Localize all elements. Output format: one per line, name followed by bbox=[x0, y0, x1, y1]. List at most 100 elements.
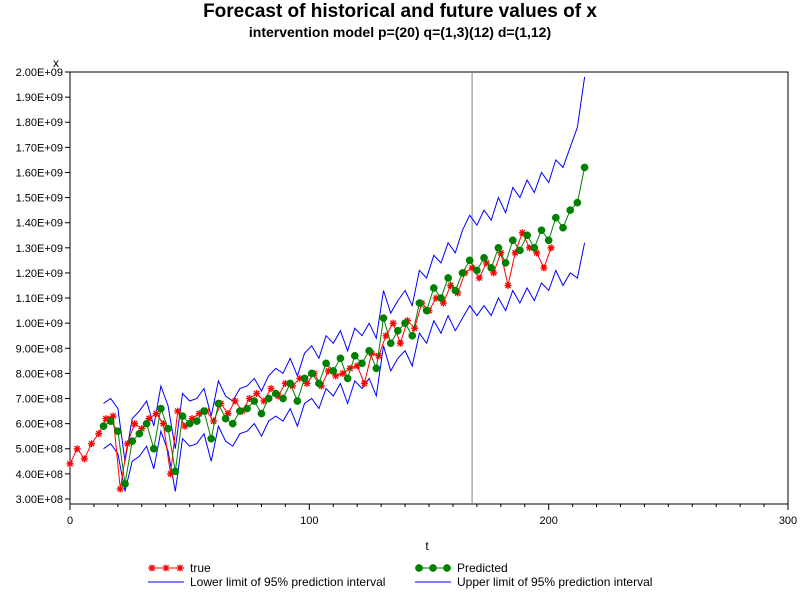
data-point-predicted bbox=[106, 417, 115, 425]
data-point-true bbox=[281, 379, 289, 387]
legend-marker bbox=[429, 564, 437, 572]
legend-label: Lower limit of 95% prediction interval bbox=[190, 575, 385, 589]
data-point-true bbox=[123, 440, 131, 448]
data-point-true bbox=[181, 422, 189, 430]
data-point-true bbox=[109, 412, 117, 420]
data-point-true bbox=[188, 415, 196, 423]
data-point-true bbox=[260, 397, 268, 405]
data-point-true bbox=[138, 425, 146, 433]
y-tick-label: 1.50E+09 bbox=[16, 193, 63, 205]
data-point-predicted bbox=[429, 284, 438, 292]
y-tick-label: 6.00E+08 bbox=[16, 419, 63, 431]
data-point-true bbox=[224, 410, 232, 418]
data-point-predicted bbox=[523, 231, 531, 240]
data-point-predicted bbox=[221, 414, 230, 423]
data-point-true bbox=[468, 264, 476, 272]
data-point-true bbox=[116, 485, 124, 493]
data-point-true bbox=[145, 415, 153, 423]
data-point-predicted bbox=[114, 427, 122, 436]
data-point-predicted bbox=[142, 419, 151, 428]
data-point-predicted bbox=[135, 429, 144, 438]
series-line-upper-limit-of-95-prediction-interval bbox=[103, 76, 586, 462]
data-point-predicted bbox=[487, 264, 496, 272]
data-point-true bbox=[296, 374, 304, 382]
data-point-predicted bbox=[408, 331, 417, 340]
data-point-true bbox=[475, 274, 483, 282]
data-point-predicted bbox=[573, 198, 582, 207]
legend-marker bbox=[415, 564, 423, 572]
data-point-predicted bbox=[530, 243, 539, 252]
y-axis: 3.00E+08 4.00E+08 5.00E+08 6.00E+08 7.00E+08… bbox=[16, 67, 70, 506]
legend-marker bbox=[176, 564, 184, 572]
data-point-true bbox=[195, 410, 203, 418]
data-point-predicted bbox=[192, 417, 201, 425]
data-point-predicted bbox=[343, 374, 352, 383]
data-point-true bbox=[66, 460, 74, 468]
data-point-predicted bbox=[437, 294, 445, 302]
data-point-true bbox=[382, 332, 390, 340]
data-point-true bbox=[511, 249, 519, 257]
data-point-true bbox=[324, 367, 332, 375]
data-point-predicted bbox=[185, 419, 194, 428]
data-point-true bbox=[80, 455, 88, 463]
data-point-predicted bbox=[164, 424, 172, 433]
data-point-true bbox=[518, 229, 526, 237]
y-tick-label: 1.70E+09 bbox=[16, 142, 63, 154]
y-tick-label: 3.00E+08 bbox=[16, 494, 63, 506]
data-point-true bbox=[231, 397, 239, 405]
data-point-predicted bbox=[422, 306, 431, 315]
data-point-predicted bbox=[207, 434, 216, 443]
data-point-true bbox=[526, 244, 534, 252]
data-point-predicted bbox=[236, 407, 244, 415]
data-point-predicted bbox=[250, 397, 259, 405]
y-tick-label: 4.00E+08 bbox=[16, 469, 63, 481]
data-point-true bbox=[303, 379, 311, 387]
data-point-predicted bbox=[465, 256, 474, 265]
chart-title: Forecast of historical and future values… bbox=[203, 1, 597, 22]
data-point-true bbox=[131, 420, 139, 428]
data-point-predicted bbox=[501, 259, 510, 267]
data-point-true bbox=[490, 269, 498, 277]
data-point-predicted bbox=[257, 409, 266, 418]
data-point-predicted bbox=[264, 394, 273, 403]
data-point-predicted bbox=[243, 404, 251, 413]
data-point-predicted bbox=[178, 412, 187, 420]
data-point-true bbox=[332, 372, 340, 380]
y-tick-label: 1.30E+09 bbox=[16, 243, 63, 255]
x-axis-title: t bbox=[425, 539, 429, 553]
data-point-predicted bbox=[200, 407, 208, 415]
y-tick-label: 1.60E+09 bbox=[16, 167, 63, 179]
data-point-predicted bbox=[480, 254, 488, 262]
data-point-predicted bbox=[121, 480, 129, 488]
data-point-predicted bbox=[322, 359, 330, 368]
data-point-predicted bbox=[516, 246, 524, 255]
data-point-true bbox=[411, 324, 419, 332]
data-point-predicted bbox=[559, 223, 567, 232]
data-point-predicted bbox=[171, 467, 180, 476]
x-tick-label: 300 bbox=[779, 515, 797, 527]
data-point-predicted bbox=[566, 206, 575, 214]
y-tick-label: 5.00E+08 bbox=[16, 444, 63, 456]
data-point-predicted bbox=[537, 226, 546, 235]
data-point-true bbox=[253, 389, 261, 397]
data-point-true bbox=[167, 470, 175, 478]
data-point-predicted bbox=[394, 326, 402, 335]
data-point-predicted bbox=[336, 354, 345, 363]
data-point-predicted bbox=[157, 404, 165, 413]
data-point-true bbox=[346, 364, 354, 372]
y-tick-label: 8.00E+08 bbox=[16, 368, 63, 380]
series-line-predicted bbox=[103, 167, 586, 484]
data-point-true bbox=[88, 440, 96, 448]
data-point-true bbox=[447, 281, 455, 289]
series-line-lower-limit-of-95-prediction-interval bbox=[103, 242, 586, 492]
y-tick-label: 7.00E+08 bbox=[16, 394, 63, 406]
data-point-predicted bbox=[365, 346, 374, 355]
data-point-predicted bbox=[279, 394, 287, 403]
data-point-predicted bbox=[551, 213, 560, 222]
plot-area bbox=[69, 71, 789, 505]
x-tick-label: 200 bbox=[539, 515, 557, 527]
data-point-predicted bbox=[99, 422, 108, 430]
data-point-true bbox=[533, 249, 541, 257]
y-tick-label: 1.20E+09 bbox=[16, 268, 63, 280]
data-point-predicted bbox=[149, 444, 158, 453]
